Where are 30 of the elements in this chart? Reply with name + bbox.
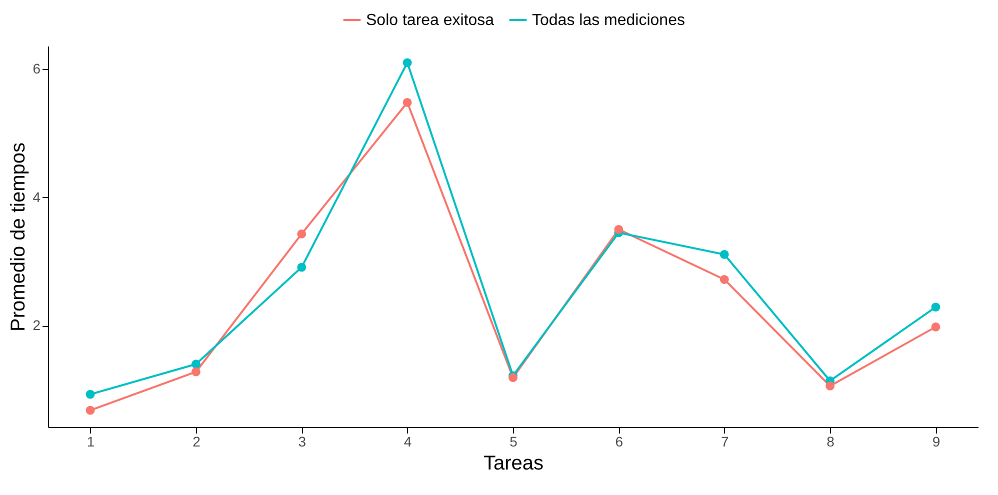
x-tick-label: 1 xyxy=(86,434,95,450)
point xyxy=(191,367,200,376)
x-axis-title: Tareas xyxy=(483,452,544,474)
x-tick-label: 6 xyxy=(615,434,624,450)
y-tick-label: 6 xyxy=(32,60,41,77)
x-tick-label: 5 xyxy=(510,434,518,450)
point xyxy=(720,250,729,259)
point xyxy=(191,360,200,369)
x-tick-label: 9 xyxy=(932,434,940,450)
x-tick-label: 3 xyxy=(298,434,306,450)
legend-label: Todas las mediciones xyxy=(532,12,685,29)
y-axis-title: Promedio de tiempos xyxy=(8,142,30,332)
y-tick-label: 4 xyxy=(32,188,41,205)
point xyxy=(297,262,306,272)
x-tick-label: 2 xyxy=(192,434,201,450)
point xyxy=(720,275,729,284)
point xyxy=(826,381,835,390)
point xyxy=(931,322,940,332)
x-tick-label: 8 xyxy=(826,434,835,450)
point xyxy=(86,406,95,415)
legend-label: Solo tarea exitosa xyxy=(366,12,494,29)
point xyxy=(931,302,940,312)
point xyxy=(86,390,95,399)
point xyxy=(402,58,412,68)
x-tick-label: 4 xyxy=(404,434,412,450)
point xyxy=(614,224,624,234)
point xyxy=(297,229,306,238)
x-tick-label: 7 xyxy=(720,434,729,450)
point xyxy=(402,98,412,107)
y-tick-label: 2 xyxy=(32,317,41,334)
